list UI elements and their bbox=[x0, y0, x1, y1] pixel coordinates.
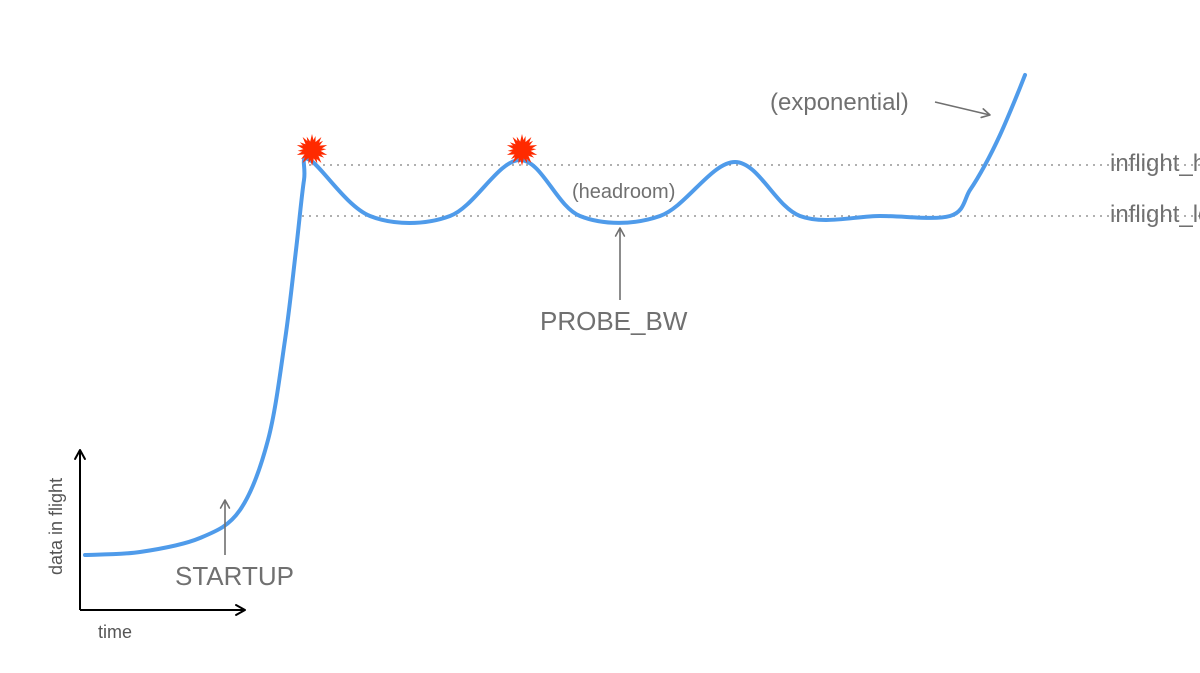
guide-label-hi: inflight_hi bbox=[1110, 150, 1200, 177]
label-exponential: (exponential) bbox=[770, 89, 909, 116]
guide-label-lo: inflight_lo bbox=[1110, 201, 1200, 228]
label-startup: STARTUP bbox=[175, 561, 294, 591]
label-headroom: (headroom) bbox=[572, 181, 675, 203]
diagram-canvas: inflight_hi inflight_lotime data in flight… bbox=[0, 0, 1200, 673]
x-axis-label: time bbox=[98, 622, 132, 642]
y-axis-label: data in flight bbox=[46, 478, 66, 575]
label-probe-bw: PROBE_BW bbox=[540, 306, 688, 336]
